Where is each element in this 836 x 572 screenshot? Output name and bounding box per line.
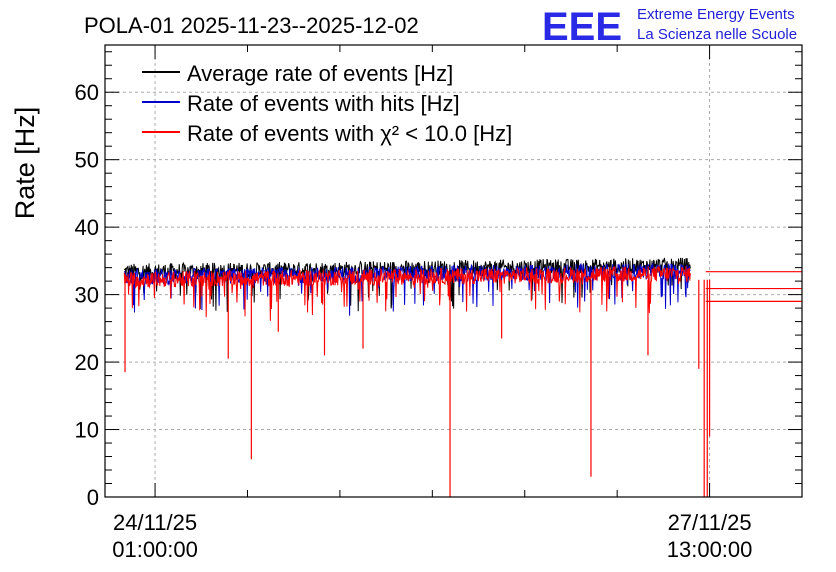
y-axis-label: Rate [Hz]: [10, 107, 40, 220]
legend-label: Rate of events with hits [Hz]: [187, 91, 460, 116]
legend-label: Average rate of events [Hz]: [187, 61, 453, 86]
y-tick-label: 10: [75, 418, 99, 443]
legend: Average rate of events [Hz] Rate of event…: [142, 61, 512, 146]
eee-logo-line-2: La Scienza nelle Scuole: [637, 26, 797, 43]
series-line-3: [123, 264, 691, 321]
eee-logo: EEE Extreme Energy Events La Scienza nel…: [542, 5, 797, 49]
eee-logo-line-1: Extreme Energy Events: [637, 6, 795, 23]
x-tick-label-date: 24/11/25: [113, 510, 197, 535]
y-tick-label: 40: [75, 215, 99, 240]
eee-logo-mark: EEE: [542, 5, 622, 49]
data-layer: [123, 257, 802, 497]
x-tick-label-time: 13:00:00: [667, 537, 753, 562]
y-tick-label: 30: [75, 283, 99, 308]
y-tick-label: 50: [75, 148, 99, 173]
x-tick-label-date: 27/11/25: [668, 510, 752, 535]
plot-frame: [104, 44, 803, 498]
y-tick-label: 20: [75, 350, 99, 375]
chart-title: POLA-01 2025-11-23--2025-12-02: [84, 13, 419, 38]
legend-label: Rate of events with χ² < 10.0 [Hz]: [187, 121, 512, 146]
axis-ticks: [105, 45, 803, 498]
y-tick-label: 0: [87, 485, 99, 510]
x-tick-label-time: 01:00:00: [112, 537, 198, 562]
y-tick-label: 60: [75, 80, 99, 105]
